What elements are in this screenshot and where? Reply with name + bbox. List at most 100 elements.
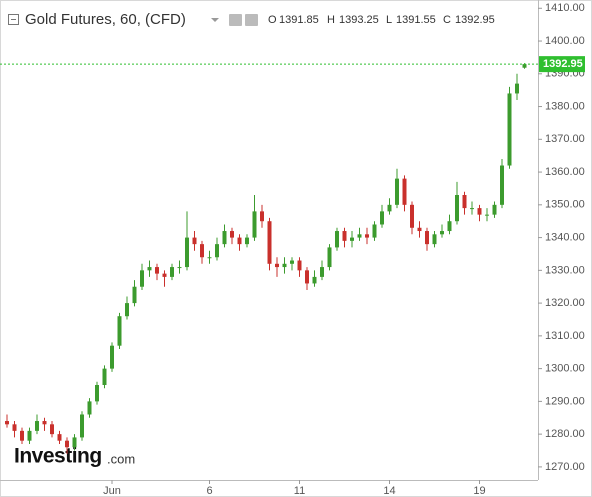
candle-body bbox=[155, 267, 159, 274]
x-tick-label: Jun bbox=[103, 485, 121, 497]
candle-body bbox=[215, 244, 219, 258]
candle-body bbox=[312, 276, 317, 284]
candle-body bbox=[35, 421, 39, 431]
candle-body bbox=[327, 247, 332, 268]
candle-body bbox=[230, 231, 234, 238]
candle-body bbox=[440, 231, 444, 235]
watermark-suffix: .com bbox=[107, 451, 135, 466]
candle-body bbox=[65, 440, 69, 448]
eye-icon[interactable] bbox=[229, 14, 242, 26]
candle-body bbox=[492, 204, 497, 215]
settings-icon[interactable] bbox=[245, 14, 258, 26]
candle-body bbox=[260, 211, 264, 222]
candle-body bbox=[42, 421, 47, 425]
candle-body bbox=[357, 234, 362, 238]
candle-body bbox=[380, 211, 384, 225]
y-tick-label: 1370.00 bbox=[545, 133, 585, 145]
x-tick-label: 6 bbox=[206, 485, 212, 497]
candle-body bbox=[485, 214, 489, 216]
candle-body bbox=[462, 195, 467, 209]
candle-body bbox=[507, 93, 512, 166]
candle-body bbox=[500, 165, 504, 205]
candle-body bbox=[192, 237, 197, 245]
candle-body bbox=[132, 286, 137, 304]
watermark: Investing bbox=[14, 445, 102, 468]
candle-body bbox=[320, 267, 324, 277]
candle-body bbox=[297, 260, 302, 271]
open-value: 1391.85 bbox=[279, 14, 319, 26]
candle-body bbox=[252, 211, 257, 238]
candle-body bbox=[245, 237, 249, 245]
candle-body bbox=[147, 267, 152, 271]
candle-body bbox=[342, 231, 347, 241]
y-tick-label: 1350.00 bbox=[545, 199, 585, 211]
candle-body bbox=[50, 424, 54, 435]
candle-body bbox=[117, 316, 122, 346]
close-label: C bbox=[443, 14, 451, 26]
candle-body bbox=[5, 421, 9, 425]
price-label-box bbox=[539, 56, 585, 73]
y-tick-label: 1310.00 bbox=[545, 330, 585, 342]
low-value: 1391.55 bbox=[396, 14, 436, 26]
candle-body bbox=[185, 237, 189, 268]
candle-body bbox=[290, 260, 294, 264]
low-label: L bbox=[386, 14, 392, 26]
candle-body bbox=[275, 263, 279, 268]
candle-body bbox=[237, 237, 242, 245]
candle-body bbox=[477, 208, 482, 215]
candle-body bbox=[515, 83, 519, 94]
candle-body bbox=[372, 224, 377, 238]
header: Gold Futures, 60, (CFD) O 1391.85 H 1393… bbox=[8, 11, 495, 28]
candle-body bbox=[222, 231, 227, 245]
dropdown-arrow[interactable] bbox=[211, 18, 219, 22]
candle-body bbox=[350, 237, 354, 241]
candle-body bbox=[72, 437, 77, 448]
y-tick-label: 1380.00 bbox=[545, 100, 585, 112]
candle-body bbox=[57, 434, 62, 441]
candle-body bbox=[110, 345, 114, 369]
price-label: 1392.95 bbox=[543, 58, 583, 70]
candle-body bbox=[102, 368, 107, 385]
x-tick-label: 19 bbox=[473, 485, 485, 497]
candle-body bbox=[207, 257, 212, 259]
candle-body bbox=[335, 231, 339, 248]
candle-body bbox=[455, 195, 459, 222]
candle-body bbox=[425, 231, 429, 245]
x-tick-label: 11 bbox=[294, 485, 305, 497]
y-tick-label: 1330.00 bbox=[545, 264, 585, 276]
symbol: Gold Futures, 60, (CFD) bbox=[25, 11, 186, 28]
candle-body bbox=[200, 244, 204, 258]
y-tick-label: 1290.00 bbox=[545, 395, 585, 407]
candle-body bbox=[282, 263, 287, 268]
candle-body bbox=[395, 178, 399, 205]
candle-body bbox=[417, 227, 422, 232]
candle-body bbox=[20, 430, 24, 441]
candle-body bbox=[125, 303, 129, 317]
candle-body bbox=[267, 221, 272, 264]
candle-body bbox=[12, 424, 17, 431]
candle-body bbox=[522, 64, 527, 68]
candle-body bbox=[27, 430, 32, 441]
y-tick-label: 1360.00 bbox=[545, 166, 585, 178]
candle-body bbox=[432, 234, 437, 245]
candle-body bbox=[87, 401, 92, 415]
y-tick-label: 1340.00 bbox=[545, 231, 585, 243]
y-tick-label: 1280.00 bbox=[545, 428, 585, 440]
open-label: O bbox=[268, 14, 277, 26]
y-tick-label: 1300.00 bbox=[545, 363, 585, 375]
y-tick-label: 1320.00 bbox=[545, 297, 585, 309]
candle-body bbox=[447, 221, 452, 232]
candle-body bbox=[410, 204, 414, 228]
candle-body bbox=[170, 267, 174, 277]
candle-body bbox=[305, 270, 309, 284]
high-value: 1393.25 bbox=[339, 14, 379, 26]
candle-body bbox=[470, 208, 474, 210]
candle-body bbox=[95, 385, 99, 402]
y-tick-label: 1270.00 bbox=[545, 461, 585, 473]
candle-body bbox=[365, 234, 369, 238]
close-value: 1392.95 bbox=[455, 14, 495, 26]
candle-body bbox=[177, 267, 182, 269]
